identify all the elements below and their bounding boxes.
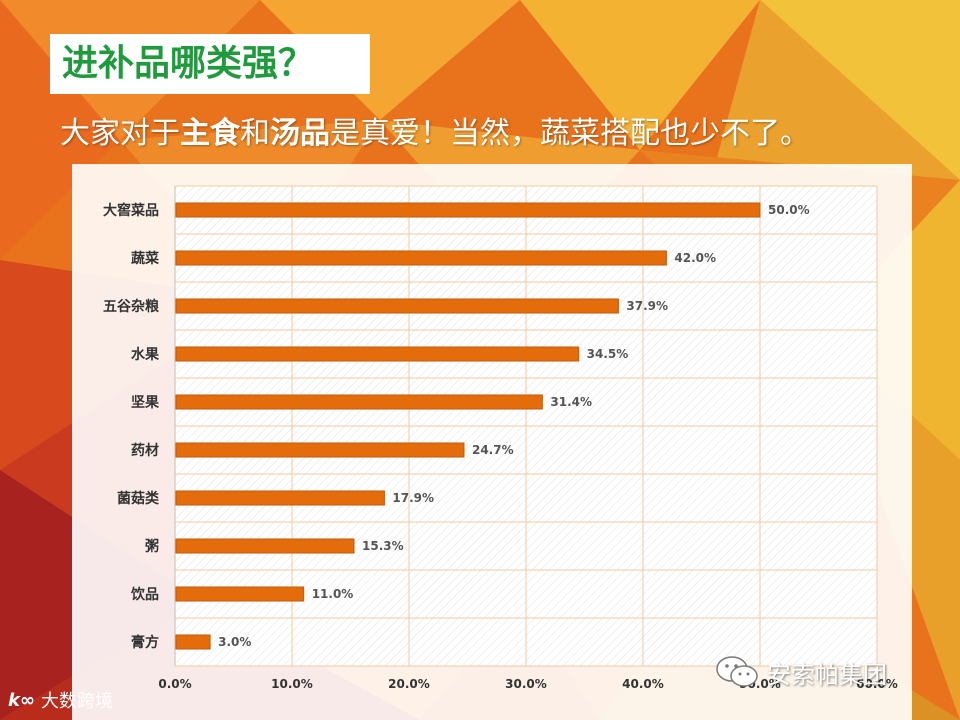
title-box: [50, 34, 370, 94]
slide-title: 进补品哪类强？: [62, 43, 315, 84]
data-label: 17.9%: [392, 491, 434, 505]
data-label: 37.9%: [626, 299, 668, 313]
category-label: 蔬菜: [131, 250, 160, 267]
subtitle-part-1: 大家对于: [60, 116, 180, 151]
x-tick-label: 10.0%: [271, 677, 313, 691]
category-label: 五谷杂粮: [103, 298, 160, 315]
slide-subtitle: 大家对于主食和汤品是真爱！当然，蔬菜搭配也少不了。: [60, 112, 810, 156]
subtitle-highlight-soup: 汤品: [270, 116, 330, 151]
bar-7: [175, 490, 385, 506]
bar-2: [175, 250, 667, 266]
k-logo-icon: k∞: [8, 689, 35, 711]
category-label: 大窖菜品: [103, 202, 159, 219]
data-label: 24.7%: [472, 443, 514, 457]
data-label: 50.0%: [768, 203, 810, 217]
bar-4: [175, 346, 580, 362]
data-label: 3.0%: [218, 635, 251, 649]
brand-right: 安索帕集团: [715, 652, 887, 692]
category-label: 菌菇类: [117, 490, 160, 507]
bar-9: [175, 586, 305, 602]
data-label: 11.0%: [312, 587, 354, 601]
bar-3: [175, 298, 619, 314]
category-label: 粥: [145, 538, 159, 555]
category-label: 药材: [131, 442, 159, 459]
subtitle-highlight-staple: 主食: [180, 116, 240, 151]
bar-6: [175, 442, 465, 458]
data-label: 15.3%: [362, 539, 404, 553]
category-label: 水果: [131, 346, 160, 363]
x-tick-label: 0.0%: [158, 677, 191, 691]
category-label: 饮品: [130, 586, 159, 603]
bar-chart: 0.0% 10.0% 20.0% 30.0% 40.0% 50.0% 60.0%大窖菜品 50…: [103, 185, 898, 691]
data-label: 34.5%: [587, 347, 629, 361]
brand-right-text: 安索帕集团: [767, 660, 887, 689]
bar-8: [175, 538, 355, 554]
brand-left: k∞ 大数跨境: [8, 686, 113, 714]
x-tick-label: 60.0%: [856, 677, 898, 691]
subtitle-part-5: 是真爱！当然，蔬菜搭配也少不了。: [330, 116, 810, 151]
subtitle-part-3: 和: [240, 116, 270, 151]
data-label: 42.0%: [674, 251, 716, 265]
category-label: 膏方: [131, 634, 159, 651]
bar-5: [175, 394, 543, 410]
category-label: 坚果: [131, 395, 160, 411]
x-tick-label: 30.0%: [505, 677, 547, 691]
x-tick-label: 20.0%: [388, 677, 430, 691]
data-label: 31.4%: [550, 395, 592, 409]
bar-10: [175, 634, 211, 650]
x-tick-label: 40.0%: [622, 677, 664, 691]
wechat-icon: [716, 656, 758, 687]
bar-1: [175, 202, 761, 218]
brand-left-text: 大数跨境: [40, 691, 113, 712]
